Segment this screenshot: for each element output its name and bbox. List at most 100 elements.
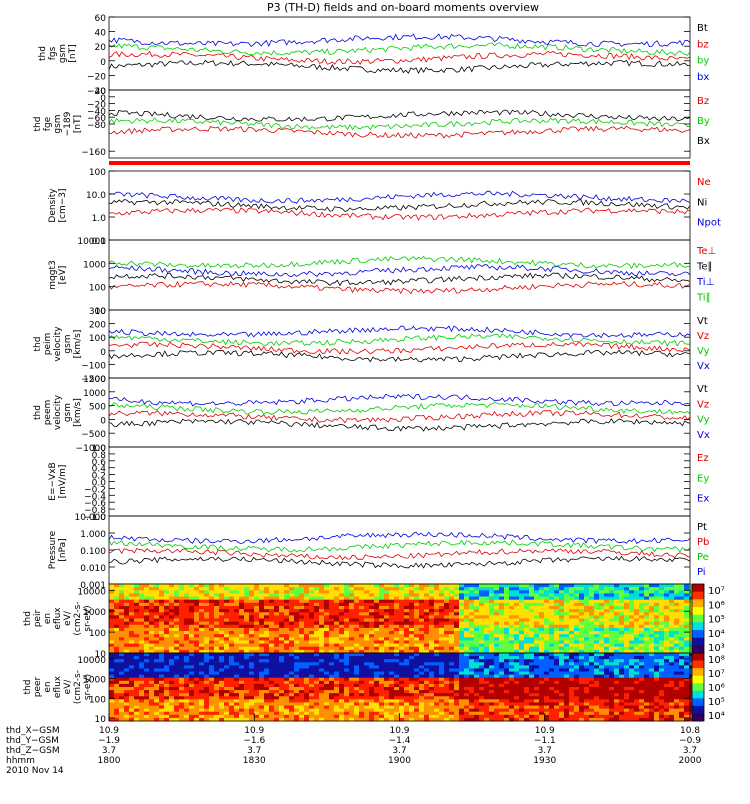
heatmap-cell — [509, 693, 514, 697]
heatmap-cell — [474, 687, 479, 691]
heatmap-cell — [624, 612, 629, 616]
heatmap-cell — [254, 593, 259, 597]
heatmap-cell — [484, 615, 489, 619]
heatmap-cell — [454, 615, 459, 619]
heatmap-cell — [474, 656, 479, 660]
heatmap-cell — [284, 644, 289, 648]
heatmap-cell — [379, 702, 384, 706]
heatmap-cell — [164, 622, 169, 626]
heatmap-cell — [419, 706, 424, 710]
heatmap-cell — [459, 681, 464, 685]
heatmap-cell — [419, 699, 424, 703]
heatmap-cell — [634, 590, 639, 594]
heatmap-cell — [164, 653, 169, 657]
heatmap-cell — [504, 637, 509, 641]
heatmap-cell — [354, 668, 359, 672]
heatmap-cell — [434, 612, 439, 616]
heatmap-cell — [109, 612, 114, 616]
heatmap-cell — [474, 625, 479, 629]
heatmap-cell — [604, 628, 609, 632]
heatmap-cell — [544, 665, 549, 669]
heatmap-cell — [124, 678, 129, 682]
heatmap-cell — [464, 634, 469, 638]
heatmap-cell — [534, 693, 539, 697]
heatmap-cell — [279, 615, 284, 619]
heatmap-cell — [544, 647, 549, 651]
heatmap-cell — [579, 653, 584, 657]
heatmap-cell — [269, 590, 274, 594]
heatmap-cell — [629, 597, 634, 601]
heatmap-cell — [184, 590, 189, 594]
heatmap-cell — [509, 662, 514, 666]
heatmap-cell — [474, 672, 479, 676]
heatmap-cell — [359, 687, 364, 691]
heatmap-cell — [344, 693, 349, 697]
heatmap-cell — [489, 672, 494, 676]
heatmap-cell — [369, 590, 374, 594]
heatmap-cell — [624, 628, 629, 632]
heatmap-cell — [619, 600, 624, 604]
heatmap-cell — [209, 653, 214, 657]
heatmap-cell — [359, 640, 364, 644]
heatmap-cell — [199, 653, 204, 657]
heatmap-cell — [294, 587, 299, 591]
heatmap-cell — [259, 706, 264, 710]
heatmap-cell — [544, 687, 549, 691]
heatmap-cell — [604, 631, 609, 635]
heatmap-cell — [594, 634, 599, 638]
heatmap-cell — [219, 693, 224, 697]
heatmap-cell — [539, 640, 544, 644]
heatmap-cell — [304, 615, 309, 619]
heatmap-cell — [339, 715, 344, 719]
heatmap-cell — [644, 584, 649, 588]
heatmap-cell — [679, 597, 684, 601]
heatmap-cell — [449, 659, 454, 663]
heatmap-cell — [484, 678, 489, 682]
heatmap-cell — [514, 612, 519, 616]
heatmap-cell — [594, 590, 599, 594]
heatmap-cell — [314, 665, 319, 669]
heatmap-cell — [204, 709, 209, 713]
heatmap-cell — [229, 634, 234, 638]
heatmap-cell — [194, 715, 199, 719]
heatmap-cell — [289, 612, 294, 616]
heatmap-cell — [219, 612, 224, 616]
heatmap-cell — [284, 609, 289, 613]
heatmap-cell — [439, 600, 444, 604]
heatmap-cell — [364, 696, 369, 700]
heatmap-cell — [194, 644, 199, 648]
heatmap-cell — [199, 693, 204, 697]
heatmap-cell — [469, 706, 474, 710]
heatmap-cell — [364, 625, 369, 629]
heatmap-cell — [234, 702, 239, 706]
heatmap-cell — [434, 706, 439, 710]
heatmap-cell — [534, 659, 539, 663]
heatmap-cell — [294, 615, 299, 619]
heatmap-cell — [309, 612, 314, 616]
heatmap-cell — [409, 678, 414, 682]
heatmap-cell — [374, 672, 379, 676]
heatmap-cell — [314, 634, 319, 638]
heatmap-cell — [564, 687, 569, 691]
heatmap-cell — [154, 584, 159, 588]
heatmap-cell — [284, 615, 289, 619]
heatmap-cell — [139, 684, 144, 688]
heatmap-cell — [169, 699, 174, 703]
heatmap-cell — [674, 593, 679, 597]
heatmap-cell — [409, 600, 414, 604]
heatmap-cell — [359, 665, 364, 669]
heatmap-cell — [254, 612, 259, 616]
heatmap-cell — [539, 647, 544, 651]
heatmap-cell — [524, 612, 529, 616]
heatmap-cell — [494, 696, 499, 700]
heatmap-cell — [164, 715, 169, 719]
heatmap-cell — [254, 653, 259, 657]
heatmap-cell — [294, 600, 299, 604]
heatmap-cell — [589, 644, 594, 648]
heatmap-cell — [234, 603, 239, 607]
heatmap-cell — [334, 678, 339, 682]
heatmap-cell — [419, 675, 424, 679]
heatmap-cell — [514, 597, 519, 601]
heatmap-cell — [244, 681, 249, 685]
heatmap-cell — [424, 659, 429, 663]
